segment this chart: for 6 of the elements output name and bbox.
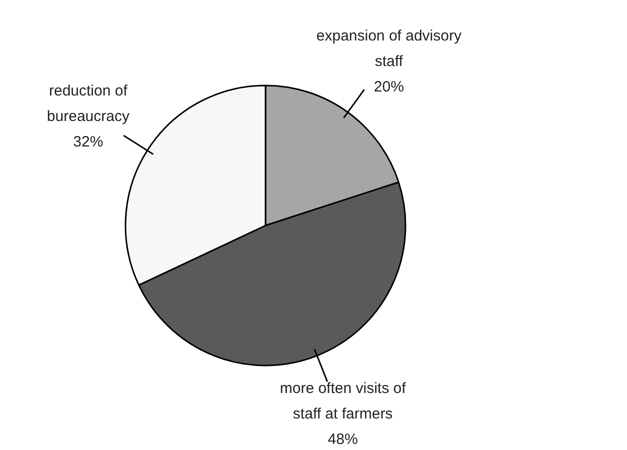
slice-label: expansion of advisory staff [316,27,462,70]
data-label: 20% [374,78,404,96]
data-label: 32% [73,134,104,151]
data-label: 48% [328,431,358,448]
slice-label: more often visits of staff at farmers [280,380,407,423]
slice-label: reduction of bureaucracy [46,82,130,126]
